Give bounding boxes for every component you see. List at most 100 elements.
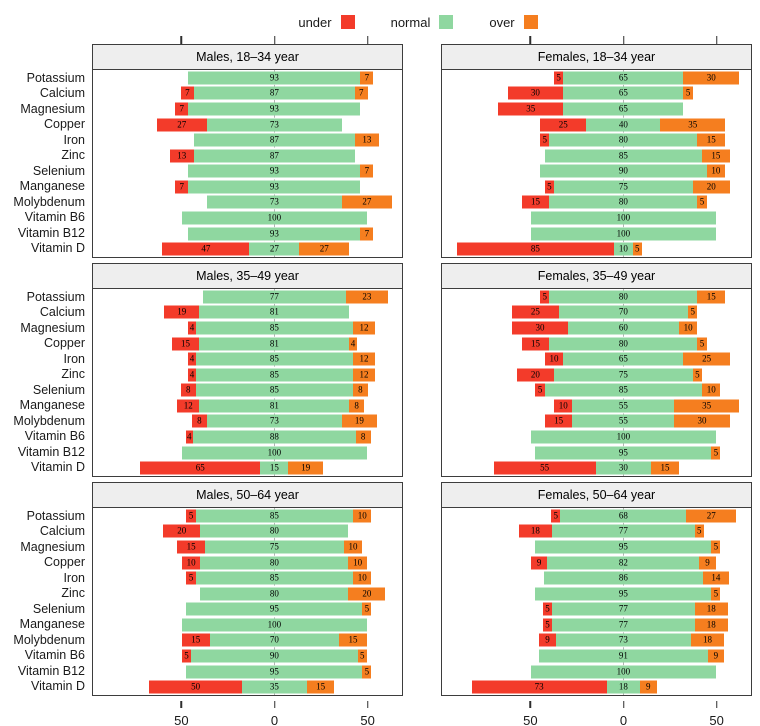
bottom-tick-strip-left [92,701,403,709]
bar-row-vitamin-b12: 100 [93,445,402,461]
bar-segment-over: 5 [632,242,642,256]
bar-segment-normal: 85 [195,321,353,335]
bar-segment-normal: 85 [195,571,353,585]
bar-row-zinc: 95 5 [442,586,751,602]
bar-segment-under: 35 [498,102,564,116]
bar-row-calcium: 7 87 7 [93,86,402,102]
bar-segment-over: 5 [697,337,707,351]
bar-segment-under: 19 [164,305,200,319]
nutrient-label: Vitamin B6 [24,210,85,224]
bar-row-selenium: 5 77 18 [442,601,751,617]
bar-segment-over: 35 [674,399,739,413]
bar-segment-under: 15 [521,195,550,209]
bar-segment-normal: 68 [560,509,687,523]
nutrient-label: Potassium [26,289,85,304]
bar-segment-normal: 90 [540,164,707,178]
axis-tick [715,701,718,708]
bar-row-potassium: 5 80 15 [442,289,751,305]
panel-plot-area: 5 85 10 20 80 15 75 10 10 80 10 5 85 10 80 20 95 5 100 15 70… [92,508,403,696]
bar-segment-under: 7 [180,86,194,100]
bar-segment-normal: 88 [192,430,356,444]
bar-row-selenium: 95 5 [93,601,402,617]
bar-segment-under: 25 [512,305,559,319]
bar-segment-under: 20 [163,524,201,538]
bar-segment-over: 13 [354,133,379,147]
bar-segment-normal: 87 [193,133,355,147]
bar-segment-normal: 65 [563,86,684,100]
legend-item-over: over [489,15,538,30]
nutrient-labels-row1: Potassium Calcium Magnesium Copper Iron Zinc S… [0,70,92,256]
bar-segment-normal: 40 [586,118,661,132]
bar-segment-over: 10 [348,556,367,570]
bar-segment-over: 30 [674,414,730,428]
axis-tick-label: 0 [270,713,279,726]
bar-row-potassium: 93 7 [93,70,402,86]
bar-segment-over: 5 [688,305,698,319]
panel-males-35-49: Males, 35–49 year 77 23 19 81 4 85 12 15 81 4 4 85 1… [92,263,403,477]
bar-segment-normal: 77 [552,524,695,538]
legend-label-under: under [298,14,332,30]
bar-row-molybdenum: 15 70 15 [93,633,402,649]
bar-segment-over: 7 [360,71,374,85]
bar-segment-over: 19 [288,461,324,475]
legend-item-normal: normal [391,15,454,30]
bar-segment-over: 12 [352,352,376,366]
bar-segment-over: 9 [707,649,725,663]
nutrient-label: Zinc [61,367,85,381]
bar-row-vitamin-d: 50 35 15 [93,679,402,695]
nutrient-label: Iron [63,132,85,147]
bar-segment-normal: 73 [206,118,342,132]
bar-row-magnesium: 30 60 10 [442,320,751,336]
bar-segment-normal: 100 [181,618,367,632]
bar-segment-over: 15 [651,461,679,475]
bar-segment-over: 8 [355,430,371,444]
bar-segment-under: 20 [516,368,554,382]
axis-tick [273,701,276,708]
bar-segment-under: 12 [177,399,200,413]
bar-segment-under: 30 [507,86,564,100]
nutrient-labels-row2: Potassium Calcium Magnesium Copper Iron Zinc S… [0,289,92,475]
legend-swatch-normal [439,15,454,29]
nutrient-label: Vitamin D [31,460,85,474]
bar-segment-normal: 82 [547,556,700,570]
bar-segment-under: 5 [544,180,554,194]
bar-row-zinc: 4 85 12 [93,367,402,383]
bar-row-copper: 9 82 9 [442,555,751,571]
bar-segment-normal: 73 [206,195,342,209]
bar-segment-under: 4 [185,430,193,444]
bar-segment-under: 5 [181,649,192,663]
bar-segment-normal: 93 [188,227,361,241]
axis-tick [529,36,532,44]
bar-segment-under: 5 [186,571,196,585]
panel-strip: Females, 50–64 year [441,482,752,508]
bar-segment-under: 9 [539,633,556,647]
nutrient-label: Selenium [32,601,85,616]
bar-segment-normal: 85 [544,383,702,397]
nutrient-label: Vitamin B12 [17,225,85,240]
bar-segment-under: 47 [162,242,250,256]
zero-line [623,508,625,695]
bar-row-vitamin-b6: 4 88 8 [93,429,402,445]
bar-segment-under: 7 [175,180,189,194]
bar-segment-normal: 93 [188,180,361,194]
bar-segment-normal: 85 [195,352,353,366]
bar-row-magnesium: 7 93 [93,101,402,117]
bar-segment-over: 14 [702,571,729,585]
nutrient-label: Vitamin B6 [24,648,85,662]
bar-segment-under: 5 [186,509,196,523]
axis-tick [366,701,369,708]
bar-segment-normal: 55 [572,414,675,428]
bar-segment-under: 8 [180,383,196,397]
bar-segment-over: 5 [711,587,721,601]
bar-row-calcium: 20 80 [93,524,402,540]
bar-segment-under: 15 [521,337,550,351]
bar-segment-over: 12 [352,321,376,335]
bar-row-molybdenum: 8 73 19 [93,414,402,430]
bar-row-copper: 27 73 [93,117,402,133]
bar-segment-over: 10 [352,571,372,585]
bar-segment-normal: 95 [186,602,363,616]
nutrient-label: Copper [44,555,85,569]
legend-swatch-under [340,15,355,29]
panel-males-18-34: Males, 18–34 year 93 7 7 87 7 7 93 27 73 87 13 13 87… [92,44,403,258]
bar-segment-over: 15 [701,149,730,163]
